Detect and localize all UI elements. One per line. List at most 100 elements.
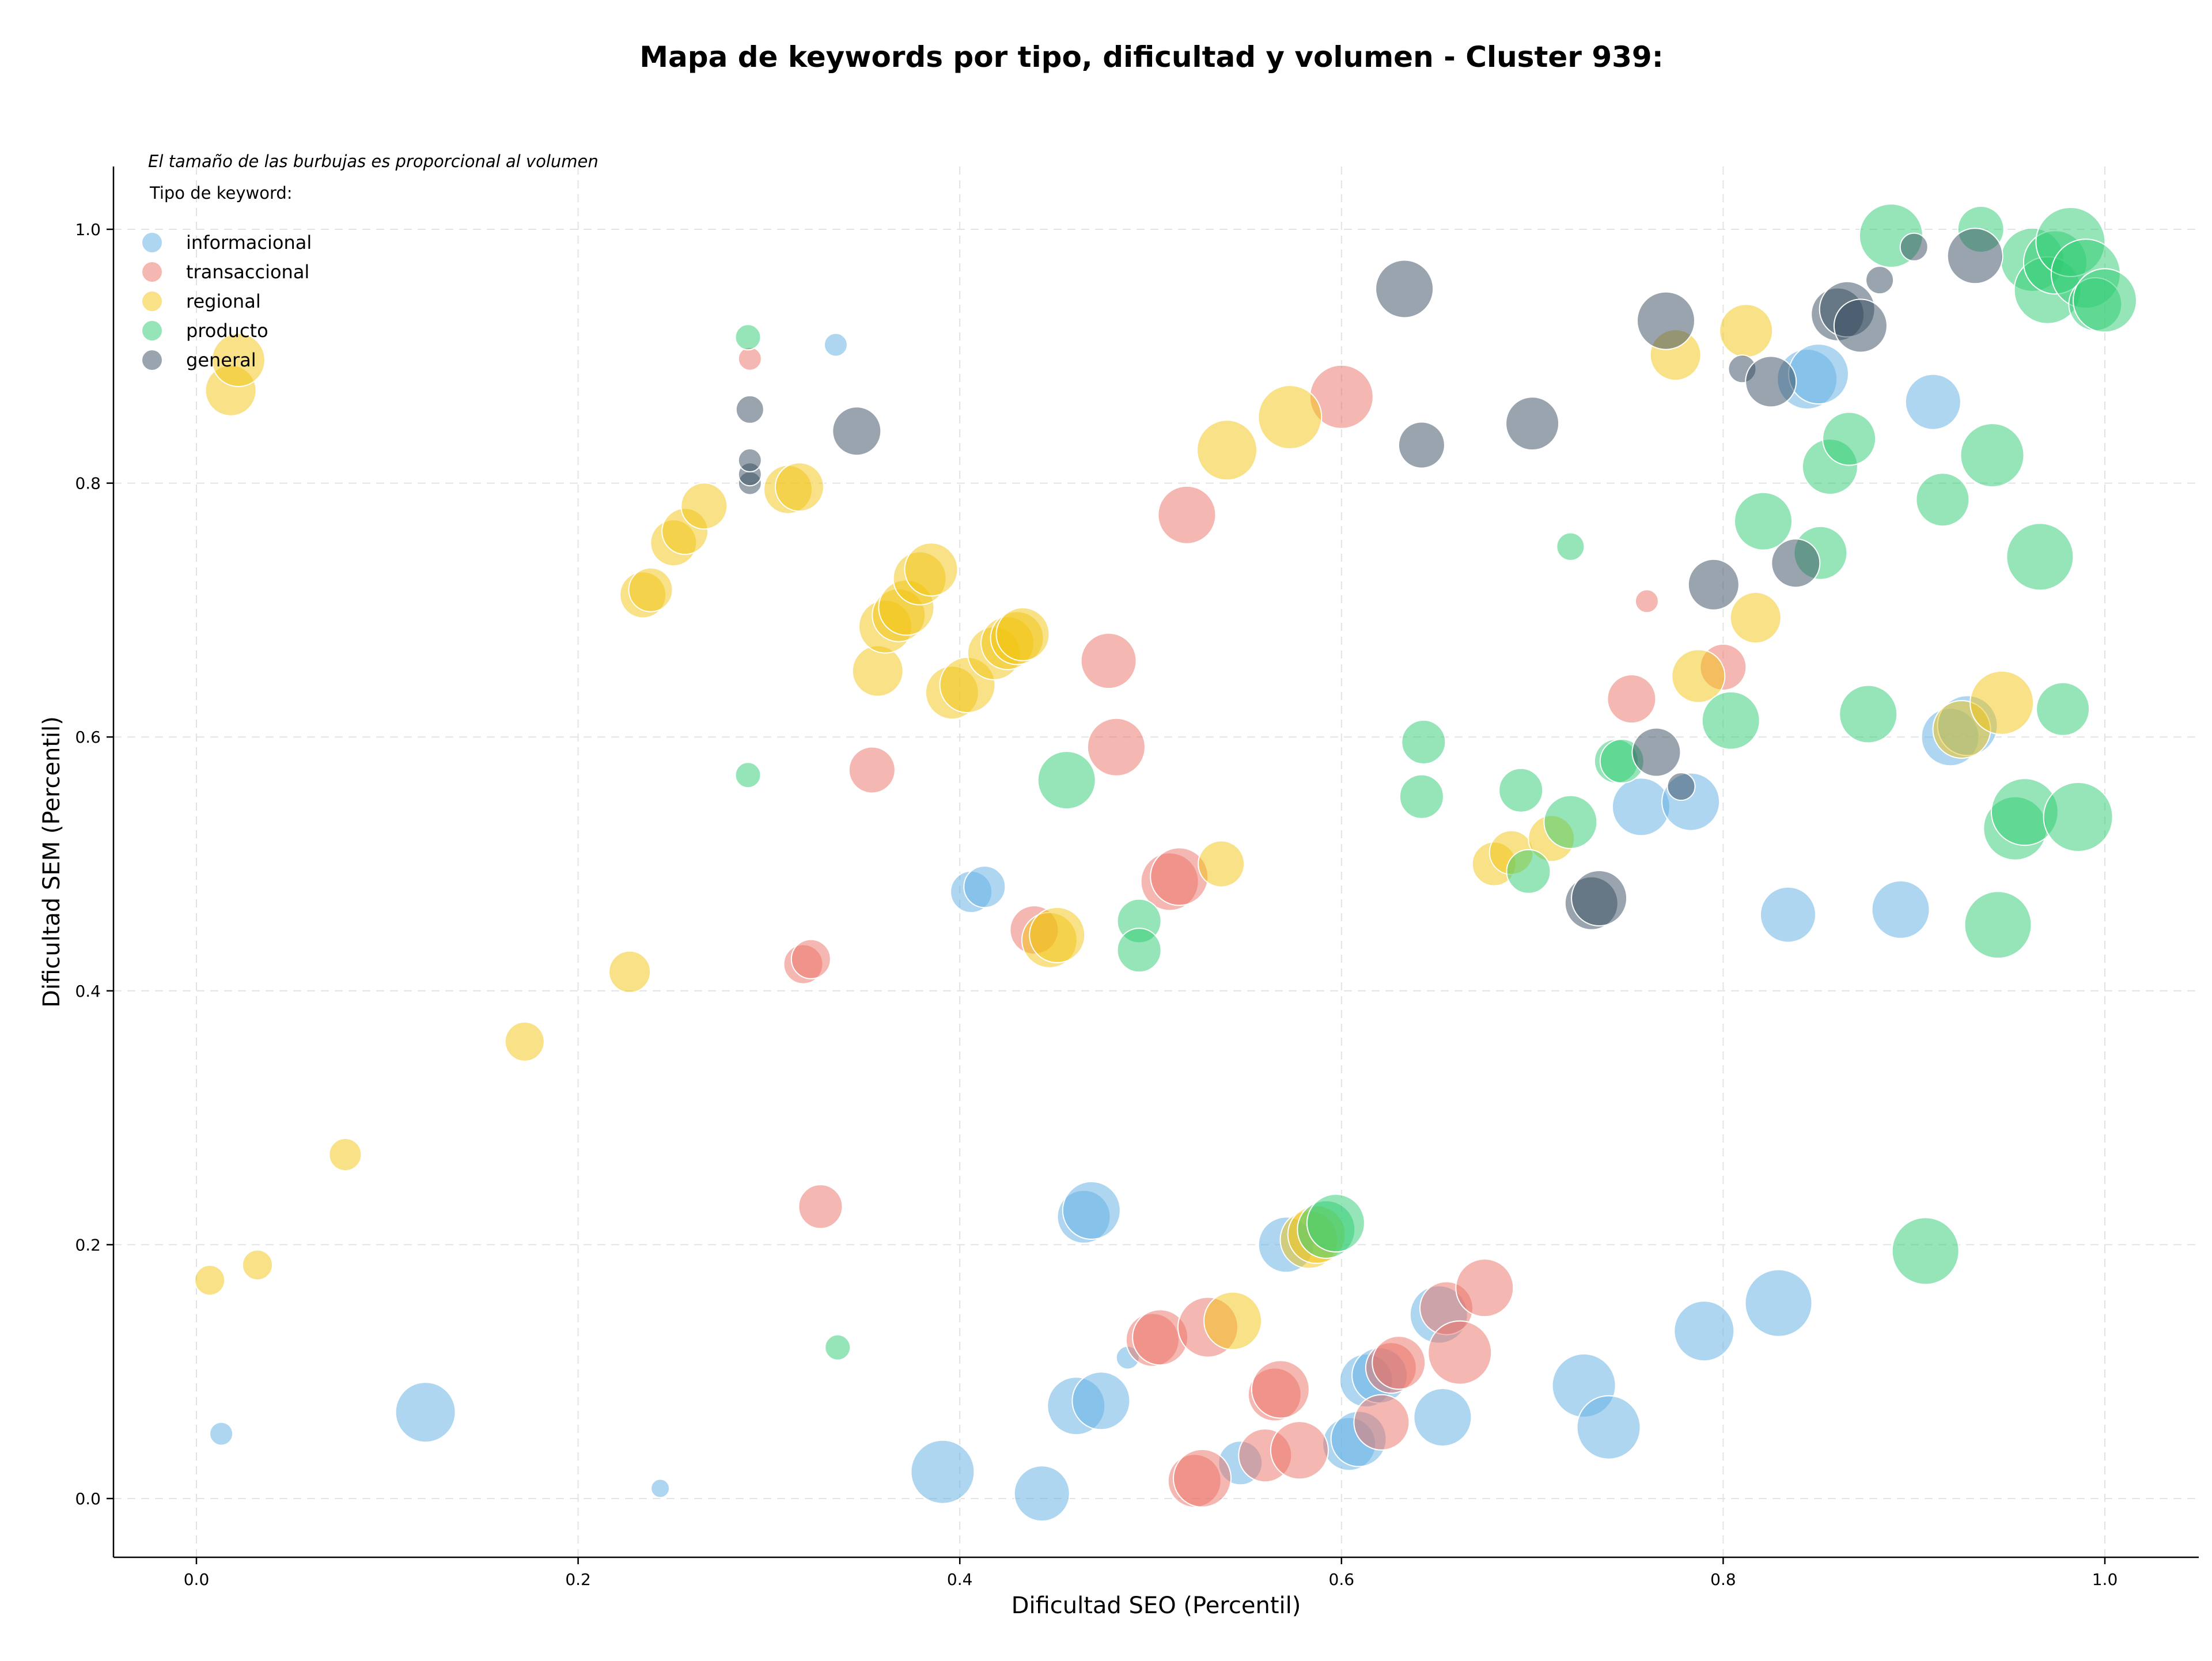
bubble-producto	[1964, 891, 2032, 959]
bubble-regional	[1719, 304, 1774, 358]
y-tick-label: 0.0	[75, 1489, 101, 1508]
bubble-informacional	[910, 1439, 975, 1504]
bubble-transaccional	[1173, 1448, 1232, 1508]
bubble-producto	[1839, 684, 1898, 744]
bubble-informacional	[395, 1382, 456, 1443]
legend-item-regional: regional	[142, 290, 261, 312]
bubble-informacional	[650, 1478, 671, 1499]
legend-label: regional	[186, 290, 261, 312]
x-tick-label: 0.6	[1329, 1570, 1355, 1589]
bubble-layer	[194, 203, 2137, 1522]
legend-marker	[142, 233, 162, 252]
grid-lines	[113, 167, 2199, 1557]
bubble-producto	[2006, 523, 2074, 591]
bubble-regional	[1671, 649, 1726, 703]
x-axis-label: Dificultad SEO (Percentil)	[1012, 1592, 1301, 1619]
bubble-regional	[628, 567, 673, 612]
bubble-regional	[608, 950, 652, 993]
bubble-general	[1865, 266, 1895, 295]
bubble-general	[1505, 396, 1560, 451]
bubble-transaccional	[790, 939, 831, 979]
bubble-informacional	[1062, 1181, 1121, 1240]
bubble-general	[1771, 538, 1821, 588]
legend: informacional transaccional regional produc…	[142, 232, 312, 371]
bubble-general	[1631, 727, 1681, 777]
bubble-producto	[824, 1334, 851, 1361]
bubble-general	[735, 395, 764, 424]
legend-marker	[142, 292, 162, 311]
bubble-producto	[734, 762, 762, 789]
bubble-informacional	[1871, 880, 1930, 939]
bubble-producto	[2036, 682, 2090, 736]
bubble-general	[1745, 355, 1797, 408]
bubble-producto	[1399, 774, 1444, 819]
y-tick-label: 0.2	[75, 1235, 101, 1254]
bubble-regional	[211, 332, 266, 387]
x-tick-label: 1.0	[2092, 1570, 2118, 1589]
bubble-regional	[1196, 419, 1257, 481]
bubble-regional	[504, 1021, 545, 1062]
bubble-regional	[1969, 670, 2035, 735]
bubble-informacional	[1744, 1269, 1813, 1337]
bubble-transaccional	[798, 1184, 843, 1229]
ticks: 0.0 0.2 0.4 0.6 0.8 1.0 0.0 0.2 0.4 0.6 0.8 1.0	[75, 220, 2118, 1589]
bubble-general	[1946, 228, 2003, 285]
y-tick-label: 0.4	[75, 982, 101, 1001]
bubble-general	[1637, 291, 1695, 350]
bubble-informacional	[1413, 1388, 1472, 1447]
bubble-general	[1899, 232, 1929, 262]
bubble-informacional	[1788, 343, 1849, 405]
bubble-regional	[851, 645, 904, 697]
bubble-informacional	[1576, 1395, 1641, 1460]
bubble-producto	[1498, 767, 1544, 813]
bubble-producto	[1822, 411, 1877, 466]
legend-label: informacional	[186, 232, 312, 253]
bubble-size-note: El tamaño de las burbujas es proporciona…	[148, 152, 599, 171]
series-general	[735, 228, 2003, 930]
legend-title: Tipo de keyword:	[149, 183, 293, 203]
legend-marker	[142, 262, 162, 282]
legend-label: general	[186, 349, 256, 371]
bubble-producto	[1306, 1193, 1365, 1253]
bubble-producto	[734, 324, 762, 351]
legend-marker	[142, 350, 162, 370]
legend-item-informacional: informacional	[142, 232, 312, 253]
x-tick-label: 0.2	[565, 1570, 591, 1589]
bubble-producto	[2043, 782, 2113, 852]
bubble-transaccional	[1270, 1421, 1329, 1480]
bubble-transaccional	[848, 746, 896, 794]
series-informacional	[209, 332, 1998, 1522]
y-tick-label: 1.0	[75, 220, 101, 239]
bubble-regional	[1203, 1291, 1262, 1350]
y-tick-label: 0.8	[75, 474, 101, 493]
y-tick-label: 0.6	[75, 728, 101, 747]
bubble-regional	[680, 482, 728, 530]
bubble-transaccional	[1157, 485, 1217, 544]
bubble-regional	[995, 607, 1050, 661]
y-axis-label: Dificultad SEM (Percentil)	[39, 716, 65, 1008]
bubble-transaccional	[1086, 717, 1146, 777]
bubble-general	[1666, 772, 1696, 801]
bubble-producto	[1734, 491, 1793, 551]
bubble-informacional	[1071, 1371, 1131, 1431]
bubble-informacional	[1904, 373, 1961, 430]
bubble-transaccional	[1372, 1335, 1426, 1390]
bubble-transaccional	[1251, 1360, 1310, 1419]
series-regional	[194, 304, 2035, 1350]
bubble-informacional	[1611, 777, 1671, 837]
bubble-informacional	[1760, 886, 1816, 943]
bubble-regional	[904, 542, 959, 597]
bubble-regional	[194, 1265, 226, 1296]
series-producto	[734, 203, 2137, 1361]
bubble-regional	[774, 462, 824, 512]
bubble-transaccional	[1455, 1258, 1514, 1318]
bubble-transaccional	[1634, 589, 1659, 614]
bubble-regional	[1029, 906, 1086, 963]
legend-item-producto: producto	[142, 320, 268, 342]
bubble-regional	[328, 1138, 362, 1171]
bubble-informacional	[209, 1421, 234, 1446]
bubble-general	[832, 406, 882, 456]
bubble-informacional	[1013, 1465, 1070, 1522]
x-tick-label: 0.4	[947, 1570, 973, 1589]
